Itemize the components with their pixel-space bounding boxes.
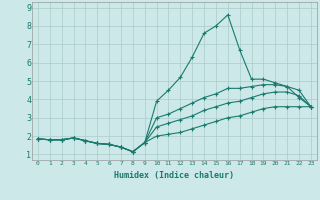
X-axis label: Humidex (Indice chaleur): Humidex (Indice chaleur) (115, 171, 234, 180)
